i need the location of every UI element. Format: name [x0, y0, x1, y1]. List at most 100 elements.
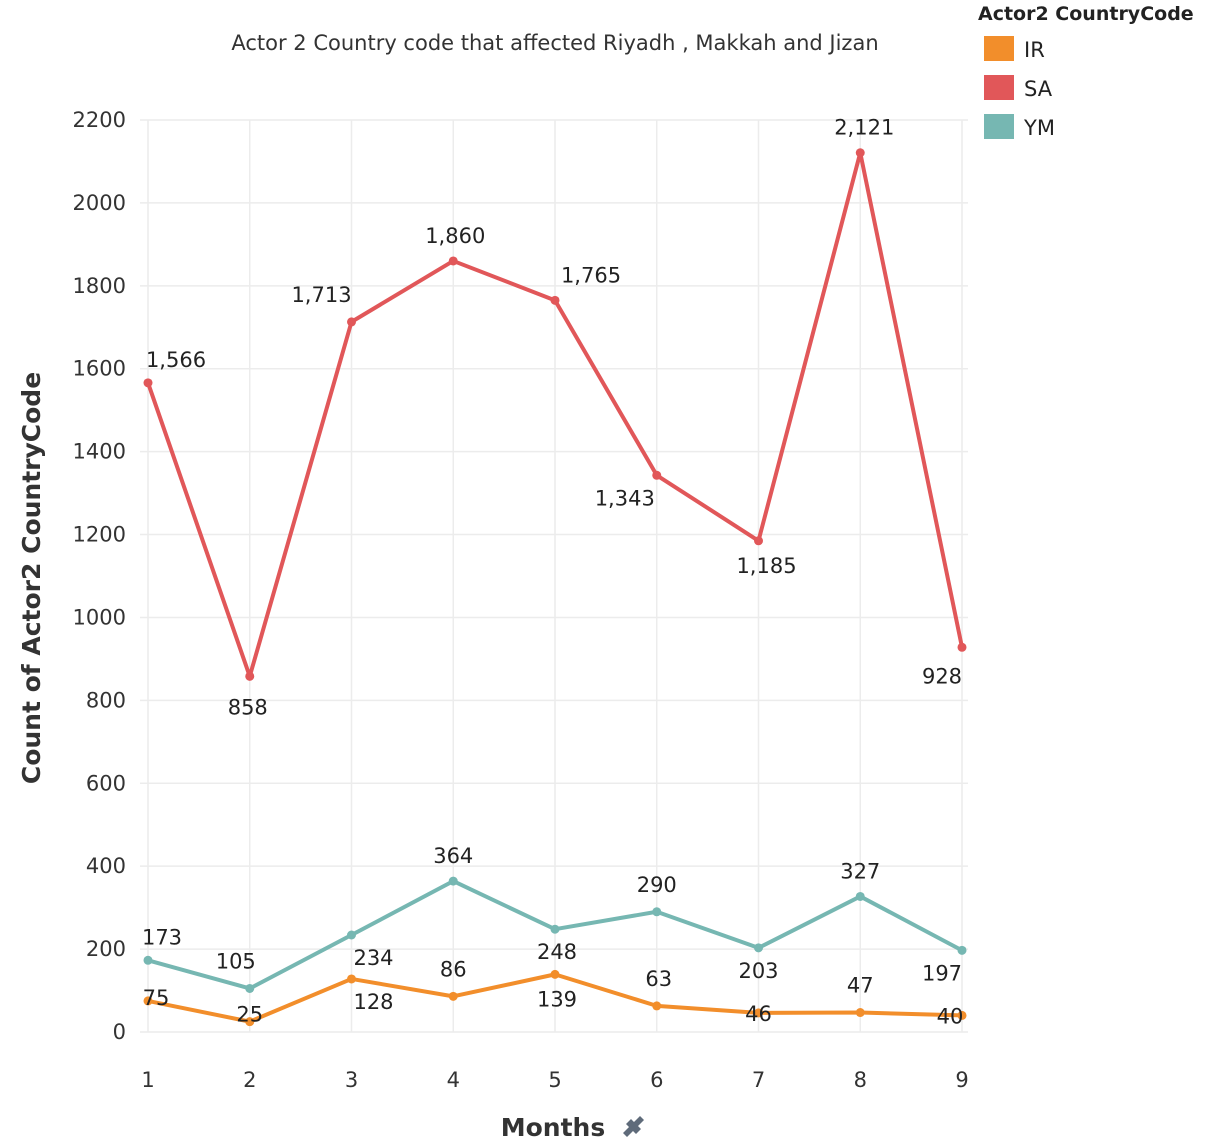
data-label: 858 [228, 695, 268, 719]
x-axis-ticks: 1 2 3 4 5 6 7 8 9 [141, 1068, 968, 1092]
data-point [448, 991, 458, 1001]
data-label: 327 [840, 859, 880, 883]
y-tick-label: 1800 [73, 274, 126, 298]
x-tick-label: 1 [141, 1068, 154, 1092]
data-point [347, 974, 356, 984]
data-point [245, 1017, 255, 1027]
data-label: 25 [236, 1003, 263, 1027]
data-label: 197 [922, 961, 962, 985]
data-point [957, 945, 967, 955]
data-point [652, 907, 662, 917]
legend-item-YM: YM [984, 114, 1055, 140]
legend-title: Actor2 CountryCode [978, 3, 1194, 25]
x-tick-label: 9 [955, 1068, 968, 1092]
data-point [855, 1008, 865, 1018]
series-YM [143, 876, 967, 993]
legend-swatch [984, 36, 1014, 61]
data-label: 203 [738, 959, 778, 983]
data-point [347, 930, 356, 940]
data-point [245, 983, 255, 993]
y-tick-label: 1200 [73, 523, 126, 547]
y-tick-label: 600 [86, 771, 126, 795]
data-label: 86 [440, 957, 467, 981]
data-point [957, 1010, 967, 1020]
legend-label: SA [1024, 77, 1053, 101]
data-point [347, 317, 356, 327]
data-point [143, 378, 153, 388]
x-axis-title: Months [501, 1113, 605, 1142]
data-point [448, 256, 458, 266]
data-point [143, 996, 153, 1006]
y-tick-label: 0 [113, 1020, 126, 1044]
data-label: 1,343 [595, 486, 655, 510]
pin-icon[interactable] [623, 1116, 644, 1137]
data-label: 40 [937, 1004, 964, 1028]
data-label: 173 [142, 925, 182, 949]
data-label: 75 [143, 986, 170, 1010]
legend-label: IR [1024, 38, 1045, 62]
data-point [652, 1001, 662, 1011]
y-tick-label: 400 [86, 854, 126, 878]
x-tick-label: 7 [752, 1068, 765, 1092]
data-point [652, 470, 662, 480]
data-point [550, 295, 560, 305]
chart-title: Actor 2 Country code that affected Riyad… [231, 31, 878, 55]
data-point [754, 943, 763, 953]
data-label: 290 [637, 873, 677, 897]
data-point [855, 148, 865, 158]
x-tick-label: 2 [243, 1068, 256, 1092]
data-label: 47 [847, 974, 874, 998]
data-point [143, 955, 153, 965]
x-tick-label: 6 [650, 1068, 663, 1092]
data-label: 63 [645, 967, 672, 991]
x-tick-label: 8 [854, 1068, 867, 1092]
data-point [754, 1008, 763, 1018]
data-labels: 75 25 128 86 139 63 46 47 40 1,566 858 1,713 1,860 1,… [142, 116, 963, 1029]
gridlines [140, 119, 968, 1033]
series-lines [143, 148, 967, 1027]
y-tick-label: 2000 [73, 191, 126, 215]
series-SA [143, 148, 967, 681]
y-axis-title: Count of Actor2 CountryCode [17, 372, 46, 784]
data-point [957, 642, 967, 652]
data-label: 128 [353, 990, 393, 1014]
data-label: 1,713 [291, 283, 351, 307]
series-IR [143, 969, 967, 1027]
legend: Actor2 CountryCode IR SA YM [978, 3, 1194, 140]
legend-label: YM [1023, 116, 1055, 140]
x-tick-label: 3 [345, 1068, 358, 1092]
data-label: 46 [745, 1002, 772, 1026]
data-label: 1,860 [425, 224, 485, 248]
y-tick-label: 200 [86, 937, 126, 961]
legend-items: IR SA YM [984, 36, 1055, 140]
data-label: 1,765 [561, 263, 621, 287]
y-tick-label: 1600 [73, 357, 126, 381]
y-tick-label: 2200 [73, 108, 126, 132]
data-point [550, 924, 560, 934]
data-point [245, 671, 255, 681]
y-tick-label: 800 [86, 688, 126, 712]
data-label: 928 [922, 664, 962, 688]
legend-item-SA: SA [984, 75, 1053, 101]
legend-item-IR: IR [984, 36, 1045, 62]
data-point [754, 536, 763, 546]
data-label: 364 [433, 844, 473, 868]
data-label: 1,566 [146, 348, 206, 372]
legend-swatch [984, 75, 1014, 100]
y-axis-ticks: 0 200 400 600 800 1000 1200 1400 1600 1800 2000 220… [73, 108, 126, 1044]
data-point [550, 969, 560, 979]
data-label: 139 [537, 987, 577, 1011]
legend-swatch [984, 114, 1014, 139]
data-point [448, 876, 458, 886]
y-tick-label: 1400 [73, 440, 126, 464]
data-label: 1,185 [736, 554, 796, 578]
x-tick-label: 5 [548, 1068, 561, 1092]
data-label: 2,121 [834, 116, 894, 140]
data-label: 248 [537, 940, 577, 964]
data-point [855, 891, 865, 901]
data-label: 234 [353, 946, 393, 970]
data-label: 105 [216, 949, 256, 973]
x-tick-label: 4 [447, 1068, 460, 1092]
y-tick-label: 1000 [73, 605, 126, 629]
